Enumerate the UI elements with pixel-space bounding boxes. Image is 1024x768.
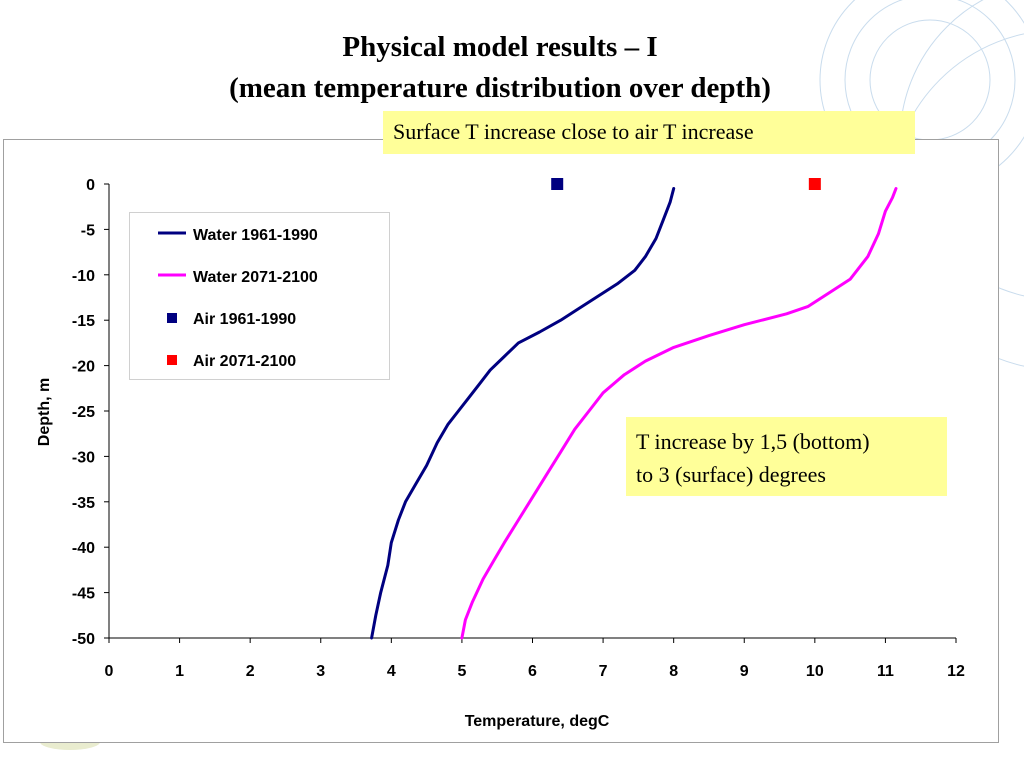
y-tick-label: -35 xyxy=(72,495,95,512)
slide-subtitle: (mean temperature distribution over dept… xyxy=(229,72,771,104)
plot-series xyxy=(370,178,898,640)
increase-callout-line1: T increase by 1,5 (bottom) xyxy=(636,429,870,454)
x-tick-label: 6 xyxy=(528,663,537,680)
x-tick-label: 4 xyxy=(387,663,396,680)
y-tick-label: 0 xyxy=(86,177,95,194)
y-tick-label: -50 xyxy=(72,631,95,648)
x-tick-label: 7 xyxy=(599,663,608,680)
series-line-water-2071-2100 xyxy=(460,187,898,640)
legend-box xyxy=(129,212,390,380)
legend-water-2071-label: Water 2071-2100 xyxy=(193,269,318,286)
point-air-2071-2100 xyxy=(808,178,821,190)
x-tick-label: 8 xyxy=(669,663,678,680)
legend-air-2071-swatch xyxy=(167,355,177,365)
x-tick-label: 9 xyxy=(740,663,749,680)
axes: 0-5-10-15-20-25-30-35-40-45-500 1 2 3 4 5 6 7 8 9… xyxy=(72,177,965,680)
y-tick-label: -40 xyxy=(72,540,95,557)
legend-air-1961-label: Air 1961-1990 xyxy=(193,311,296,328)
point-air-1961-1990 xyxy=(551,178,564,190)
legend-air-1961-swatch xyxy=(167,313,177,323)
x-tick-label: 3 xyxy=(316,663,325,680)
y-tick-label: -25 xyxy=(72,404,95,421)
y-tick-label: -5 xyxy=(81,222,95,239)
x-tick-label: 12 xyxy=(947,663,965,680)
increase-callout: T increase by 1,5 (bottom) to 3 (surface… xyxy=(626,417,947,496)
x-axis-label: Temperature, degC xyxy=(465,713,610,730)
y-tick-label: -20 xyxy=(72,359,95,376)
slide-title: Physical model results – I xyxy=(342,31,658,63)
x-tick-label: 1 xyxy=(175,663,184,680)
legend-air-2071-label: Air 2071-2100 xyxy=(193,353,296,370)
increase-callout-line2: to 3 (surface) degrees xyxy=(636,462,826,487)
y-tick-label: -10 xyxy=(72,268,95,285)
x-tick-label: 11 xyxy=(877,663,894,680)
legend-water-1961-label: Water 1961-1990 xyxy=(193,227,318,244)
x-tick-label: 10 xyxy=(806,663,824,680)
y-tick-label: -30 xyxy=(72,449,95,466)
legend: Water 1961-1990 Water 2071-2100 Air 1961… xyxy=(129,212,390,380)
x-tick-label: 2 xyxy=(246,663,255,680)
y-tick-label: -15 xyxy=(72,313,95,330)
surface-callout: Surface T increase close to air T increa… xyxy=(383,111,915,154)
x-tick-label: 0 xyxy=(105,663,114,680)
x-tick-label: 5 xyxy=(457,663,466,680)
series-line-water-1961-1990 xyxy=(370,187,676,640)
y-axis-label: Depth, m xyxy=(36,378,53,446)
y-tick-label: -45 xyxy=(72,586,95,603)
